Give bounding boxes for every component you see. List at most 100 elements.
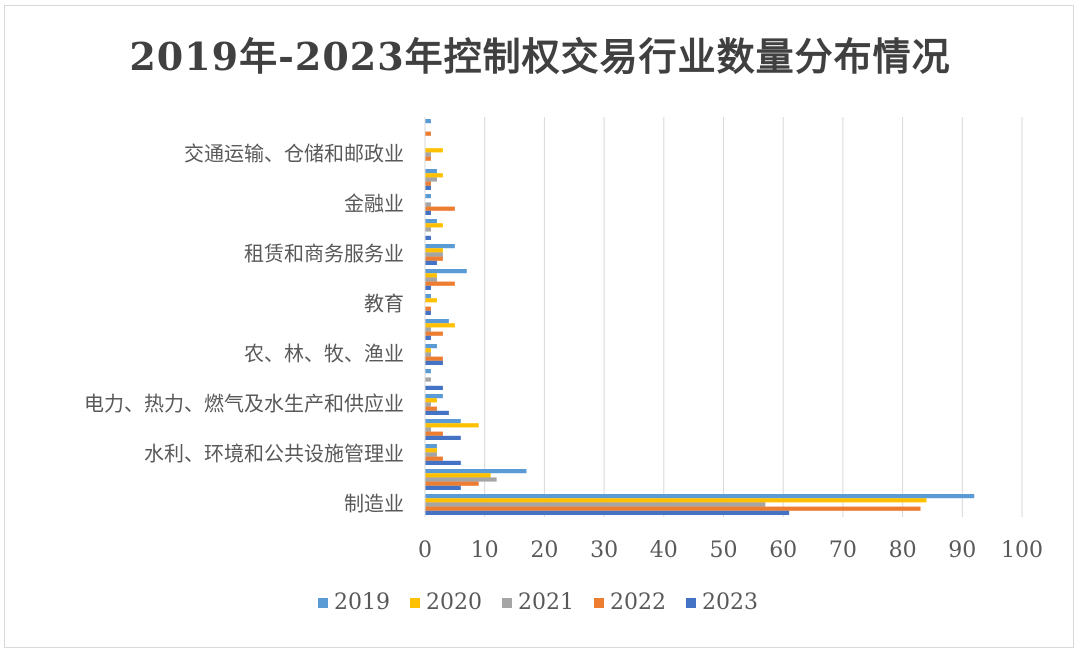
- bar-2019: [425, 319, 449, 324]
- y-category-label: 制造业: [344, 492, 404, 516]
- legend-label: 2019: [334, 590, 390, 615]
- bar-2020: [425, 273, 437, 278]
- bar-2023: [425, 335, 431, 340]
- bar-2022: [425, 481, 479, 486]
- bar-2021: [425, 252, 443, 257]
- y-category-label: 水利、环境和公共设施管理业: [144, 442, 404, 466]
- x-tick-label: 20: [530, 538, 558, 563]
- bar-2022: [425, 406, 437, 411]
- bar-2023: [425, 410, 449, 415]
- bar-2019: [425, 494, 975, 499]
- legend-swatch: [410, 597, 420, 608]
- x-tick-label: 10: [471, 538, 499, 563]
- bar-2019: [425, 469, 527, 474]
- bar-2023: [425, 510, 790, 515]
- chart-frame: [4, 5, 1074, 648]
- legend-label: 2020: [426, 590, 482, 615]
- bar-2023: [425, 210, 431, 215]
- bar-2021: [425, 152, 431, 157]
- x-tick-label: 30: [590, 538, 618, 563]
- bar-2021: [425, 277, 437, 282]
- bar-2019: [425, 219, 437, 224]
- bar-2022: [425, 456, 443, 461]
- y-category-label: 电力、热力、燃气及水生产和供应业: [84, 392, 404, 416]
- bar-2019: [425, 269, 467, 274]
- legend-label: 2022: [610, 590, 666, 615]
- bar-2023: [425, 235, 431, 240]
- bar-2021: [425, 352, 431, 357]
- legend-label: 2023: [702, 590, 758, 615]
- bar-2019: [425, 169, 437, 174]
- bar-2021: [425, 427, 431, 432]
- legend-swatch: [686, 597, 696, 608]
- bar-2019: [425, 369, 431, 374]
- chart-legend: 2019 2020 2021 2022 2023: [0, 590, 1080, 620]
- bar-2020: [425, 323, 455, 328]
- bar-2019: [425, 294, 431, 299]
- bar-2020: [425, 348, 431, 353]
- x-tick-label: 80: [889, 538, 917, 563]
- legend-swatch: [318, 597, 328, 608]
- bar-2023: [425, 360, 443, 365]
- y-category-label: 租赁和商务服务业: [244, 242, 404, 266]
- bar-2022: [425, 306, 431, 311]
- bar-2023: [425, 435, 461, 440]
- bar-2021: [425, 502, 766, 507]
- legend-swatch: [594, 597, 604, 608]
- bar-2020: [425, 298, 437, 303]
- bar-2021: [425, 202, 431, 207]
- bar-2019: [425, 344, 437, 349]
- bar-2020: [425, 223, 443, 228]
- bar-2019: [425, 444, 437, 449]
- bar-2020: [425, 173, 443, 178]
- bar-2021: [425, 227, 431, 232]
- bar-2022: [425, 331, 443, 336]
- bar-2022: [425, 506, 921, 511]
- bar-2019: [425, 244, 455, 249]
- bar-2021: [425, 477, 497, 482]
- legend-item-2022: 2022: [594, 590, 666, 615]
- bar-2020: [425, 498, 927, 503]
- chart-title: 2019年-2023年控制权交易行业数量分布情况: [129, 34, 951, 79]
- bar-2021: [425, 402, 431, 407]
- bar-2022: [425, 281, 455, 286]
- bar-2019: [425, 394, 443, 399]
- bar-2023: [425, 285, 431, 290]
- bar-2022: [425, 356, 443, 361]
- bar-2021: [425, 377, 431, 382]
- x-tick-label: 90: [948, 538, 976, 563]
- y-category-label: 教育: [364, 292, 404, 316]
- x-tick-label: 100: [1001, 538, 1043, 563]
- bar-2021: [425, 452, 437, 457]
- bar-2023: [425, 260, 437, 265]
- y-category-label: 农、林、牧、渔业: [244, 342, 404, 366]
- bar-2022: [425, 256, 443, 261]
- bar-2023: [425, 310, 431, 315]
- legend-item-2021: 2021: [502, 590, 574, 615]
- bar-2023: [425, 460, 461, 465]
- bar-2022: [425, 431, 443, 436]
- y-category-label: 交通运输、仓储和邮政业: [184, 142, 404, 166]
- legend-item-2023: 2023: [686, 590, 758, 615]
- bar-2021: [425, 177, 437, 182]
- bar-2021: [425, 327, 431, 332]
- legend-label: 2021: [518, 590, 574, 615]
- bar-2023: [425, 385, 443, 390]
- legend-item-2019: 2019: [318, 590, 390, 615]
- bar-2023: [425, 185, 431, 190]
- y-category-label: 金融业: [344, 192, 404, 216]
- x-tick-label: 40: [650, 538, 678, 563]
- x-tick-label: 60: [769, 538, 797, 563]
- bar-2022: [425, 131, 431, 136]
- bar-2020: [425, 473, 491, 478]
- bar-2019: [425, 194, 431, 199]
- legend-item-2020: 2020: [410, 590, 482, 615]
- bar-2020: [425, 398, 437, 403]
- bar-2019: [425, 419, 461, 424]
- x-tick-label: 0: [418, 538, 432, 563]
- bar-2023: [425, 485, 461, 490]
- bar-2020: [425, 423, 479, 428]
- legend-swatch: [502, 597, 512, 608]
- bar-2020: [425, 148, 443, 153]
